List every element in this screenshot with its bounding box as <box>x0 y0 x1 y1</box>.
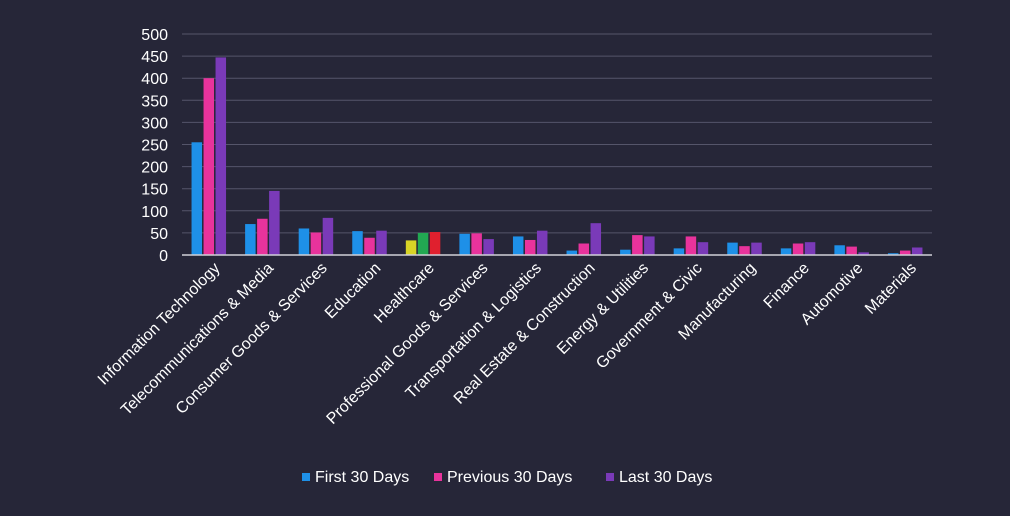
y-axis-ticks: 0 50 100 150 200 250 300 350 400 450 500 <box>141 27 168 265</box>
y-tick-label: 250 <box>141 138 168 155</box>
legend-label: First 30 Days <box>315 469 409 486</box>
bar-last-30-days <box>590 223 602 255</box>
bar-previous-30-days <box>792 243 804 255</box>
bar-first-30-days <box>566 250 578 255</box>
bar-previous-30-days <box>846 246 857 255</box>
bar-first-30-days <box>512 236 524 255</box>
bar-last-30-days <box>536 230 548 255</box>
legend-swatch <box>434 473 442 481</box>
bar-first-30-days <box>298 228 310 255</box>
legend-swatch <box>606 473 614 481</box>
bar-last-30-days <box>376 230 387 255</box>
y-tick-label: 0 <box>159 248 168 265</box>
x-axis-labels: Information TechnologyTelecommunications… <box>95 260 920 428</box>
bar-first-30-days <box>780 248 792 255</box>
bar-last-30-days <box>322 217 334 255</box>
bar-previous-30-days <box>578 243 590 255</box>
bar-previous-30-days <box>632 235 643 255</box>
bar-first-30-days <box>459 233 470 255</box>
bar-first-30-days <box>191 142 203 255</box>
bars <box>191 57 923 256</box>
bar-last-30-days <box>269 190 280 255</box>
x-tick-label: Finance <box>761 260 813 312</box>
bar-first-30-days <box>727 242 738 255</box>
y-tick-label: 50 <box>150 226 168 243</box>
bar-previous-30-days <box>899 250 911 255</box>
bar-previous-30-days <box>524 239 536 255</box>
y-tick-label: 350 <box>141 93 168 110</box>
bar-last-30-days <box>215 57 227 256</box>
bar-previous-30-days <box>203 78 215 255</box>
bar-first-30-days <box>834 245 845 255</box>
x-tick-label: Materials <box>862 260 920 318</box>
bar-previous-30-days <box>471 233 482 255</box>
bar-last-30-days <box>697 242 709 255</box>
legend-label: Last 30 Days <box>619 469 712 486</box>
bar-last-30-days <box>858 252 869 255</box>
bar-previous-30-days <box>417 232 429 255</box>
x-tick-label: Government & Civic <box>593 260 706 373</box>
y-tick-label: 200 <box>141 160 168 177</box>
bar-last-30-days <box>483 239 494 255</box>
bar-previous-30-days <box>310 232 322 255</box>
bar-last-30-days <box>911 247 923 255</box>
bar-last-30-days <box>644 236 655 255</box>
x-tick-label: Energy & Utilities <box>554 260 652 358</box>
bar-previous-30-days <box>685 236 697 255</box>
bar-last-30-days <box>804 242 816 255</box>
bar-first-30-days <box>405 240 417 255</box>
legend: First 30 Days Previous 30 Days Last 30 Day… <box>302 469 712 486</box>
legend-label: Previous 30 Days <box>447 469 572 486</box>
bar-previous-30-days <box>739 246 750 255</box>
bar-previous-30-days <box>257 218 268 255</box>
gridlines <box>182 33 932 234</box>
legend-swatch <box>302 473 310 481</box>
y-tick-label: 450 <box>141 49 168 66</box>
bar-first-30-days <box>673 248 685 255</box>
bar-previous-30-days <box>364 237 375 255</box>
bar-last-30-days <box>429 232 441 255</box>
y-tick-label: 100 <box>141 204 168 221</box>
bar-first-30-days <box>887 253 899 255</box>
bar-last-30-days <box>751 242 762 255</box>
y-tick-label: 150 <box>141 182 168 199</box>
bar-first-30-days <box>352 231 363 255</box>
y-tick-label: 400 <box>141 71 168 88</box>
bar-first-30-days <box>620 249 631 255</box>
bar-first-30-days <box>245 224 256 255</box>
y-tick-label: 500 <box>141 27 168 44</box>
y-tick-label: 300 <box>141 115 168 132</box>
